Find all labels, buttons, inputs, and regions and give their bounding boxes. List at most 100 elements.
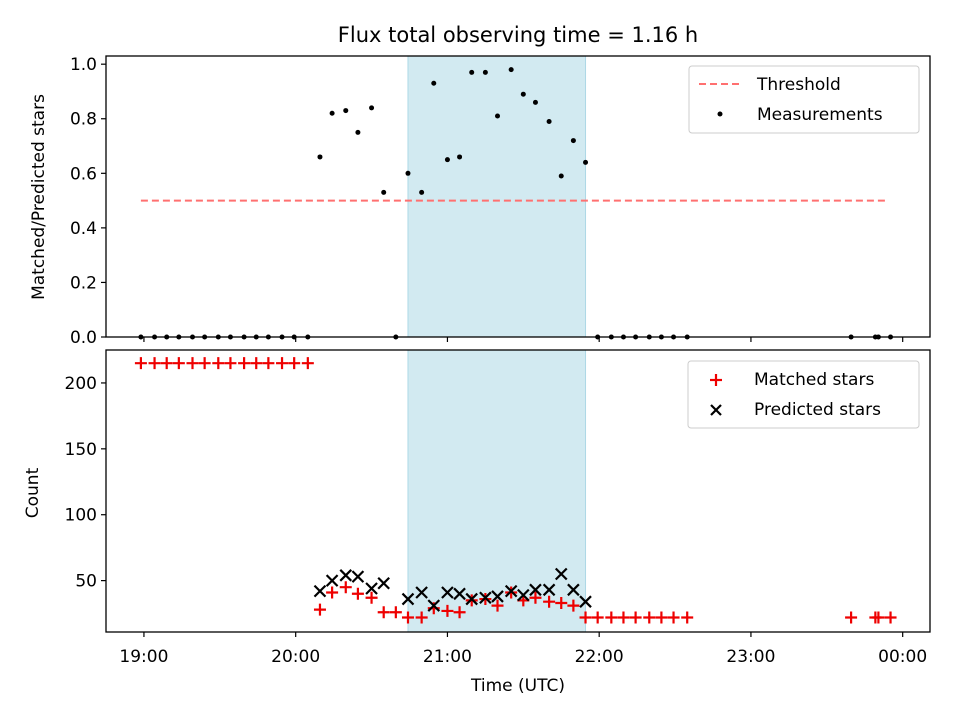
xtick-label: 22:00 — [575, 647, 624, 667]
top-axes-frame — [105, 55, 931, 338]
matched-star-marker — [884, 611, 897, 624]
matched-star-marker — [288, 357, 301, 370]
predicted-star-marker — [479, 591, 492, 605]
measurement-point — [381, 189, 387, 195]
measurement-point — [317, 154, 323, 160]
measurement-point — [405, 170, 411, 176]
matched-star-marker — [872, 611, 885, 624]
measurement-point — [532, 99, 538, 105]
matched-star-marker — [415, 611, 428, 624]
predicted-star-marker — [313, 584, 327, 598]
predicted-star-marker — [465, 592, 478, 606]
top-ytick-label: 0.6 — [70, 164, 97, 184]
predicted-star-marker — [427, 599, 441, 612]
xtick-label: 23:00 — [726, 647, 775, 667]
matched-star-marker — [339, 581, 352, 594]
measurement-point — [482, 69, 488, 75]
legend-measurements-swatch — [717, 111, 723, 117]
matched-star-marker — [591, 611, 604, 624]
top-ytick-label: 0.0 — [70, 328, 97, 348]
matched-star-marker — [845, 611, 858, 624]
matched-star-marker — [491, 599, 504, 612]
matched-star-marker — [250, 357, 263, 370]
measurement-point — [570, 138, 576, 144]
matched-star-marker — [529, 591, 542, 604]
matched-star-marker — [238, 357, 251, 370]
measurement-point — [431, 80, 437, 86]
predicted-star-marker — [542, 583, 556, 597]
legend-matched-label: Matched stars — [754, 370, 874, 390]
top-legend: Threshold Measurements — [688, 65, 920, 134]
bottom-axes-frame — [105, 349, 931, 633]
predicted-star-marker — [365, 582, 378, 595]
top-ytick-label: 1.0 — [70, 55, 97, 75]
predicted-star-marker — [401, 592, 415, 606]
predicted-star-marker — [529, 583, 542, 597]
predicted-star-marker — [441, 586, 454, 599]
measurement-point — [495, 113, 501, 119]
bottom-shaded-interval — [407, 349, 587, 633]
measurement-point — [329, 110, 335, 116]
x-axis-label: Time (UTC) — [470, 676, 565, 696]
matched-star-marker — [617, 611, 630, 624]
matched-star-marker — [605, 611, 618, 624]
bottom-legend: Matched stars Predicted stars — [687, 360, 920, 429]
matched-star-marker — [351, 587, 364, 600]
matched-star-marker — [629, 611, 642, 624]
top-y-axis-label: Matched/Predicted stars — [29, 94, 49, 300]
measurement-point — [369, 105, 375, 111]
predicted-star-marker — [339, 569, 353, 582]
matched-star-marker — [148, 357, 161, 370]
matched-star-marker — [555, 597, 568, 610]
legend-predicted-label: Predicted stars — [754, 400, 881, 420]
matched-star-marker — [579, 611, 592, 624]
matched-star-marker — [326, 586, 339, 599]
matched-star-marker — [212, 357, 225, 370]
matched-star-marker — [172, 357, 185, 370]
chart-title: Flux total observing time = 1.16 h — [338, 23, 698, 47]
matched-star-marker — [186, 357, 199, 370]
matched-star-marker — [365, 591, 378, 604]
top-ytick-label: 0.4 — [70, 219, 97, 239]
bottom-ytick-label: 200 — [65, 374, 97, 394]
matched-star-marker — [567, 599, 580, 612]
measurement-point — [520, 91, 526, 97]
measurement-point — [355, 129, 361, 135]
measurement-point — [558, 173, 564, 179]
matched-star-marker — [453, 606, 466, 619]
matched-star-marker — [389, 606, 402, 619]
measurement-point — [583, 159, 589, 165]
predicted-star-marker — [567, 583, 580, 597]
top-ytick-label: 0.8 — [70, 110, 97, 130]
measurement-point — [546, 118, 552, 124]
predicted-star-marker — [377, 576, 390, 590]
measurement-point — [508, 67, 514, 73]
matched-star-marker — [160, 357, 173, 370]
matched-star-marker — [655, 611, 668, 624]
matched-star-marker — [224, 357, 237, 370]
top-legend-box — [688, 65, 920, 134]
matched-star-marker — [134, 357, 147, 370]
xtick-label: 19:00 — [119, 647, 168, 667]
bottom-ytick-label: 100 — [65, 506, 97, 526]
top-panel: 0.0 0.2 0.4 0.6 0.8 1.0 Matched/Predicted sta… — [29, 55, 931, 348]
bottom-legend-box — [687, 360, 920, 429]
matched-star-marker — [441, 604, 454, 617]
legend-predicted-swatch — [710, 404, 722, 416]
measurement-point — [457, 154, 463, 160]
measurement-point — [469, 69, 475, 75]
matched-star-marker — [681, 611, 694, 624]
xtick-label: 20:00 — [271, 647, 320, 667]
predicted-star-marker — [579, 595, 592, 608]
xtick-label: 21:00 — [423, 647, 472, 667]
predicted-star-marker — [351, 570, 365, 583]
predicted-star-marker — [554, 567, 568, 581]
bottom-ytick-label: 150 — [65, 440, 97, 460]
legend-measurements-label: Measurements — [757, 105, 883, 125]
xtick-label: 00:00 — [878, 647, 927, 667]
matched-star-marker — [543, 595, 556, 608]
measurement-point — [444, 157, 450, 163]
bottom-ytick-label: 50 — [75, 572, 97, 592]
matched-star-marker — [401, 611, 414, 624]
